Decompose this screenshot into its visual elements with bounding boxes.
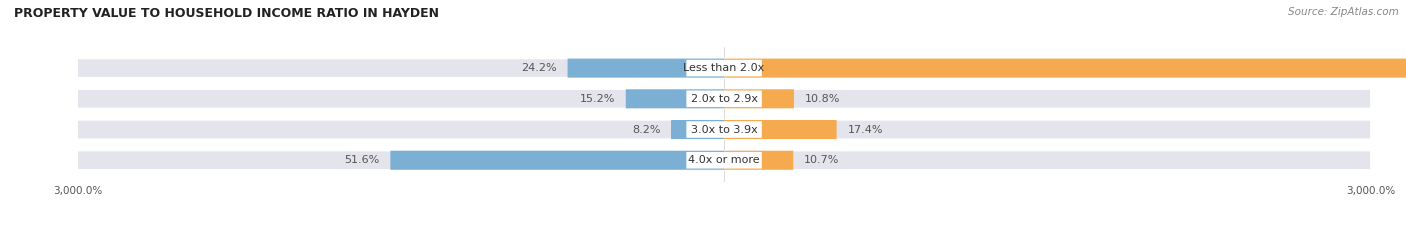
Text: 3.0x to 3.9x: 3.0x to 3.9x bbox=[690, 124, 758, 134]
Text: 17.4%: 17.4% bbox=[848, 124, 883, 134]
FancyBboxPatch shape bbox=[391, 151, 724, 170]
Text: PROPERTY VALUE TO HOUSEHOLD INCOME RATIO IN HAYDEN: PROPERTY VALUE TO HOUSEHOLD INCOME RATIO… bbox=[14, 7, 439, 20]
FancyBboxPatch shape bbox=[686, 121, 762, 138]
Text: Less than 2.0x: Less than 2.0x bbox=[683, 63, 765, 73]
FancyBboxPatch shape bbox=[724, 151, 793, 170]
FancyBboxPatch shape bbox=[626, 89, 724, 108]
Text: 2.0x to 2.9x: 2.0x to 2.9x bbox=[690, 94, 758, 104]
FancyBboxPatch shape bbox=[77, 120, 1371, 139]
FancyBboxPatch shape bbox=[568, 58, 724, 78]
Text: Source: ZipAtlas.com: Source: ZipAtlas.com bbox=[1288, 7, 1399, 17]
FancyBboxPatch shape bbox=[724, 89, 794, 108]
FancyBboxPatch shape bbox=[724, 58, 1406, 78]
Text: 15.2%: 15.2% bbox=[579, 94, 614, 104]
FancyBboxPatch shape bbox=[77, 89, 1371, 108]
FancyBboxPatch shape bbox=[686, 60, 762, 76]
Text: 24.2%: 24.2% bbox=[522, 63, 557, 73]
FancyBboxPatch shape bbox=[686, 91, 762, 107]
FancyBboxPatch shape bbox=[77, 151, 1371, 170]
FancyBboxPatch shape bbox=[686, 152, 762, 168]
FancyBboxPatch shape bbox=[724, 120, 837, 139]
Legend: Without Mortgage, With Mortgage: Without Mortgage, With Mortgage bbox=[607, 231, 841, 233]
Text: 8.2%: 8.2% bbox=[631, 124, 661, 134]
Text: 4.0x or more: 4.0x or more bbox=[689, 155, 759, 165]
Text: 10.8%: 10.8% bbox=[804, 94, 841, 104]
FancyBboxPatch shape bbox=[77, 58, 1371, 78]
Text: 10.7%: 10.7% bbox=[804, 155, 839, 165]
Text: 51.6%: 51.6% bbox=[344, 155, 380, 165]
FancyBboxPatch shape bbox=[671, 120, 724, 139]
